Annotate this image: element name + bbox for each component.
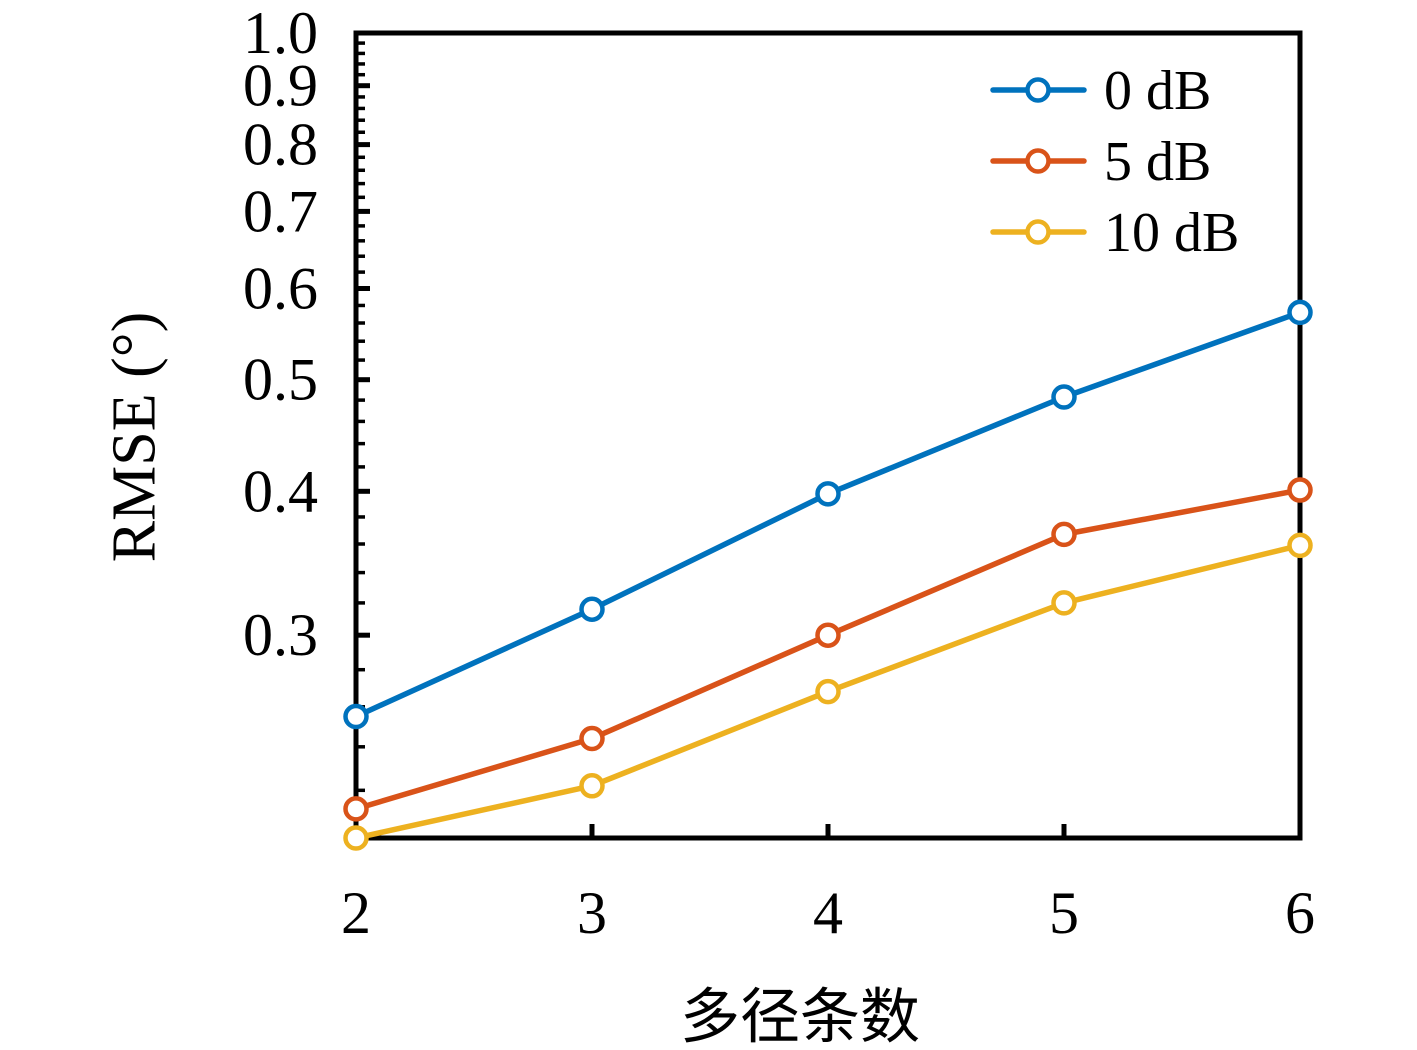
legend-label: 5 dB bbox=[1104, 131, 1211, 193]
x-tick-label: 6 bbox=[1285, 880, 1315, 946]
series-marker bbox=[815, 481, 841, 507]
series-marker bbox=[815, 678, 841, 705]
legend-marker-sample bbox=[1025, 219, 1051, 245]
series-marker bbox=[1287, 477, 1313, 503]
legend: 0 dB 5 dB 10 dB bbox=[990, 60, 1239, 264]
series-marker bbox=[343, 703, 369, 730]
legend-marker-sample bbox=[1025, 148, 1051, 174]
y-tick-label: 0.9 bbox=[243, 53, 318, 119]
legend-label: 0 dB bbox=[1104, 60, 1211, 122]
y-tick-label: 0.3 bbox=[243, 602, 318, 668]
y-tick-label: 0.8 bbox=[243, 112, 318, 178]
x-axis-title: 多径条数 bbox=[680, 984, 920, 1050]
series-marker bbox=[815, 622, 841, 648]
legend-label: 10 dB bbox=[1104, 202, 1239, 264]
series-marker bbox=[579, 725, 605, 752]
x-tick-label: 4 bbox=[813, 880, 843, 946]
series-marker bbox=[579, 596, 605, 622]
y-tick-label: 0.4 bbox=[243, 458, 318, 524]
series-marker bbox=[343, 825, 369, 851]
legend-item: 0 dB bbox=[990, 60, 1211, 122]
series-marker bbox=[1051, 384, 1077, 410]
x-tick-label: 5 bbox=[1049, 880, 1079, 946]
series-marker bbox=[1287, 299, 1313, 326]
series-marker bbox=[1051, 521, 1077, 548]
series-marker bbox=[579, 773, 605, 799]
tick-labels: 0.3 0.4 0.5 0.6 0.70.80.91.0 2 3 4 5 6 bbox=[243, 0, 1315, 946]
data-series bbox=[343, 299, 1313, 851]
legend-item: 5 dB bbox=[990, 131, 1211, 193]
y-tick-label: 0.5 bbox=[243, 347, 318, 413]
y-tick-label: 0.6 bbox=[243, 256, 318, 322]
legend-marker-sample bbox=[1025, 77, 1051, 103]
legend-item: 10 dB bbox=[990, 202, 1239, 264]
x-tick-label: 2 bbox=[341, 880, 371, 946]
series-marker bbox=[1287, 532, 1313, 559]
y-tick-label: 1.0 bbox=[243, 0, 318, 66]
y-axis-title: RMSE (°) bbox=[100, 311, 169, 563]
x-tick-label: 3 bbox=[577, 880, 607, 946]
axis-ticks bbox=[353, 30, 1303, 838]
series-marker bbox=[1051, 590, 1077, 616]
y-tick-label: 0.7 bbox=[243, 178, 318, 244]
series-marker bbox=[343, 796, 369, 822]
